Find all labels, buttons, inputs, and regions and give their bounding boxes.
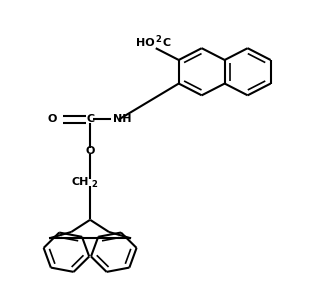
Text: NH: NH bbox=[113, 114, 131, 124]
Text: O: O bbox=[86, 146, 95, 156]
Text: C: C bbox=[162, 38, 170, 48]
Text: CH: CH bbox=[72, 178, 89, 188]
Text: O: O bbox=[47, 114, 57, 124]
Text: 2: 2 bbox=[156, 35, 162, 44]
Text: HO: HO bbox=[136, 38, 154, 48]
Text: C: C bbox=[86, 114, 94, 124]
Text: 2: 2 bbox=[91, 180, 97, 189]
